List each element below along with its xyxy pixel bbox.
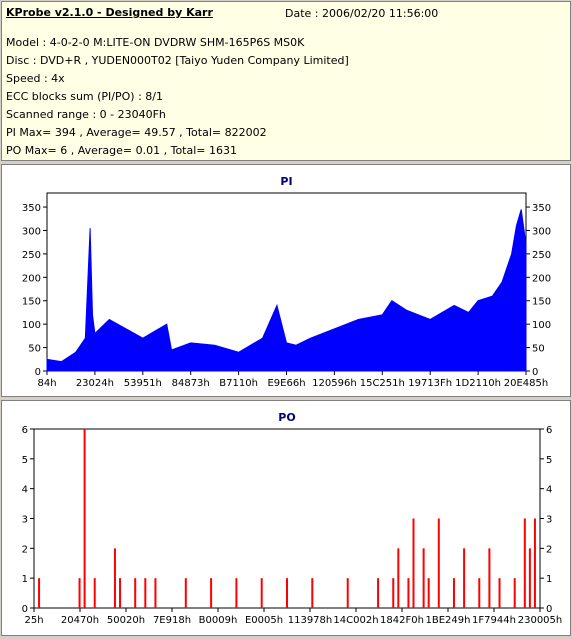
po-ytick-label-right: 3 xyxy=(546,515,552,526)
pi-chart-panel: PI 0 0 50 50 100 100 150 150 200 200 250 250 300 300 35… xyxy=(1,164,571,397)
pi-ytick-label-right: 300 xyxy=(532,226,551,237)
pi-ytick-label-left: 300 xyxy=(22,226,41,237)
pi-xtick-label: 15C251h xyxy=(360,378,405,389)
pi-xtick-label: 53951h xyxy=(124,378,162,389)
po-xtick-label: 25h xyxy=(24,615,43,626)
po-xtick-label: 7E918h xyxy=(153,615,191,626)
po-summary-line: PO Max= 6 , Average= 0.01 , Total= 1631 xyxy=(6,144,237,157)
pi-xtick-label: 19713Fh xyxy=(408,378,452,389)
pi-ytick-label-left: 250 xyxy=(22,250,41,261)
po-xtick-label: 1F7944h xyxy=(472,615,516,626)
pi-xtick-label: 1D2110h xyxy=(455,378,501,389)
pi-xtick-label: 20E485h xyxy=(504,378,548,389)
pi-ytick-label-right: 100 xyxy=(532,320,551,331)
info-panel: KProbe v2.1.0 - Designed by Karr Date : … xyxy=(1,1,571,161)
po-ytick-label-right: 4 xyxy=(546,485,552,496)
po-ytick-label-right: 2 xyxy=(546,544,552,555)
pi-ytick-label-right: 250 xyxy=(532,250,551,261)
pi-summary-line: PI Max= 394 , Average= 49.57 , Total= 82… xyxy=(6,126,267,139)
model-line: Model : 4-0-2-0 M:LITE-ON DVDRW SHM-165P… xyxy=(6,36,305,49)
pi-xtick-label: 84h xyxy=(37,378,56,389)
pi-chart: PI 0 0 50 50 100 100 150 150 200 200 250 250 300 300 35… xyxy=(22,175,551,389)
po-ytick-label-left: 6 xyxy=(22,425,28,436)
pi-ytick-label-right: 350 xyxy=(532,203,551,214)
range-line: Scanned range : 0 - 23040Fh xyxy=(6,108,166,121)
pi-xtick-label: 23024h xyxy=(76,378,114,389)
po-xtick-label: 20470h xyxy=(61,615,99,626)
po-xtick-label: 50020h xyxy=(107,615,145,626)
po-xtick-label: 14C002h xyxy=(333,615,378,626)
po-chart: PO 0 0 1 1 2 2 3 3 4 4 5 5 6 6 25h 20470h 50020h 7E918h B00… xyxy=(22,411,563,626)
po-xtick-label: 113978h xyxy=(288,615,333,626)
po-xtick-label: E0005h xyxy=(245,615,283,626)
pi-ytick-label-right: 50 xyxy=(532,344,545,355)
pi-xtick-label: 84873h xyxy=(172,378,210,389)
po-xtick-label: 1BE249h xyxy=(426,615,471,626)
po-ytick-label-left: 2 xyxy=(22,544,28,555)
pi-ytick-label-left: 50 xyxy=(28,344,41,355)
po-ytick-label-left: 3 xyxy=(22,515,28,526)
po-ytick-label-left: 5 xyxy=(22,455,28,466)
disc-line: Disc : DVD+R , YUDEN000T02 [Taiyo Yuden … xyxy=(6,54,349,67)
pi-series-area xyxy=(46,209,527,372)
po-ytick-label-left: 4 xyxy=(22,485,28,496)
pi-ytick-label-left: 350 xyxy=(22,203,41,214)
pi-xtick-label: B7110h xyxy=(219,378,258,389)
pi-title: PI xyxy=(280,175,292,188)
pi-ytick-label-right: 200 xyxy=(532,273,551,284)
po-ytick-label-right: 0 xyxy=(546,604,552,615)
pi-ytick-label-right: 0 xyxy=(532,367,538,378)
app-title: KProbe v2.1.0 - Designed by Karr xyxy=(6,6,213,19)
ecc-line: ECC blocks sum (PI/PO) : 8/1 xyxy=(6,90,163,103)
pi-ytick-label-right: 150 xyxy=(532,297,551,308)
pi-xtick-label: E9E66h xyxy=(267,378,305,389)
po-chart-panel: PO 0 0 1 1 2 2 3 3 4 4 5 5 6 6 25h 20470h 50020h 7E918h B00… xyxy=(1,400,571,636)
po-ytick-label-right: 1 xyxy=(546,574,552,585)
pi-xtick-label: 120596h xyxy=(312,378,357,389)
pi-ytick-label-left: 100 xyxy=(22,320,41,331)
po-ytick-label-right: 6 xyxy=(546,425,552,436)
po-ytick-label-left: 1 xyxy=(22,574,28,585)
scan-date: Date : 2006/02/20 11:56:00 xyxy=(285,7,439,20)
po-xtick-label: 230005h xyxy=(518,615,563,626)
pi-ytick-label-left: 200 xyxy=(22,273,41,284)
po-ytick-label-left: 0 xyxy=(22,604,28,615)
pi-ytick-label-left: 150 xyxy=(22,297,41,308)
po-xtick-label: 1842F0h xyxy=(380,615,424,626)
po-ytick-label-right: 5 xyxy=(546,455,552,466)
po-xtick-label: B0009h xyxy=(199,615,238,626)
speed-line: Speed : 4x xyxy=(6,72,65,85)
po-title: PO xyxy=(278,411,295,424)
pi-ytick-label-left: 0 xyxy=(35,367,41,378)
